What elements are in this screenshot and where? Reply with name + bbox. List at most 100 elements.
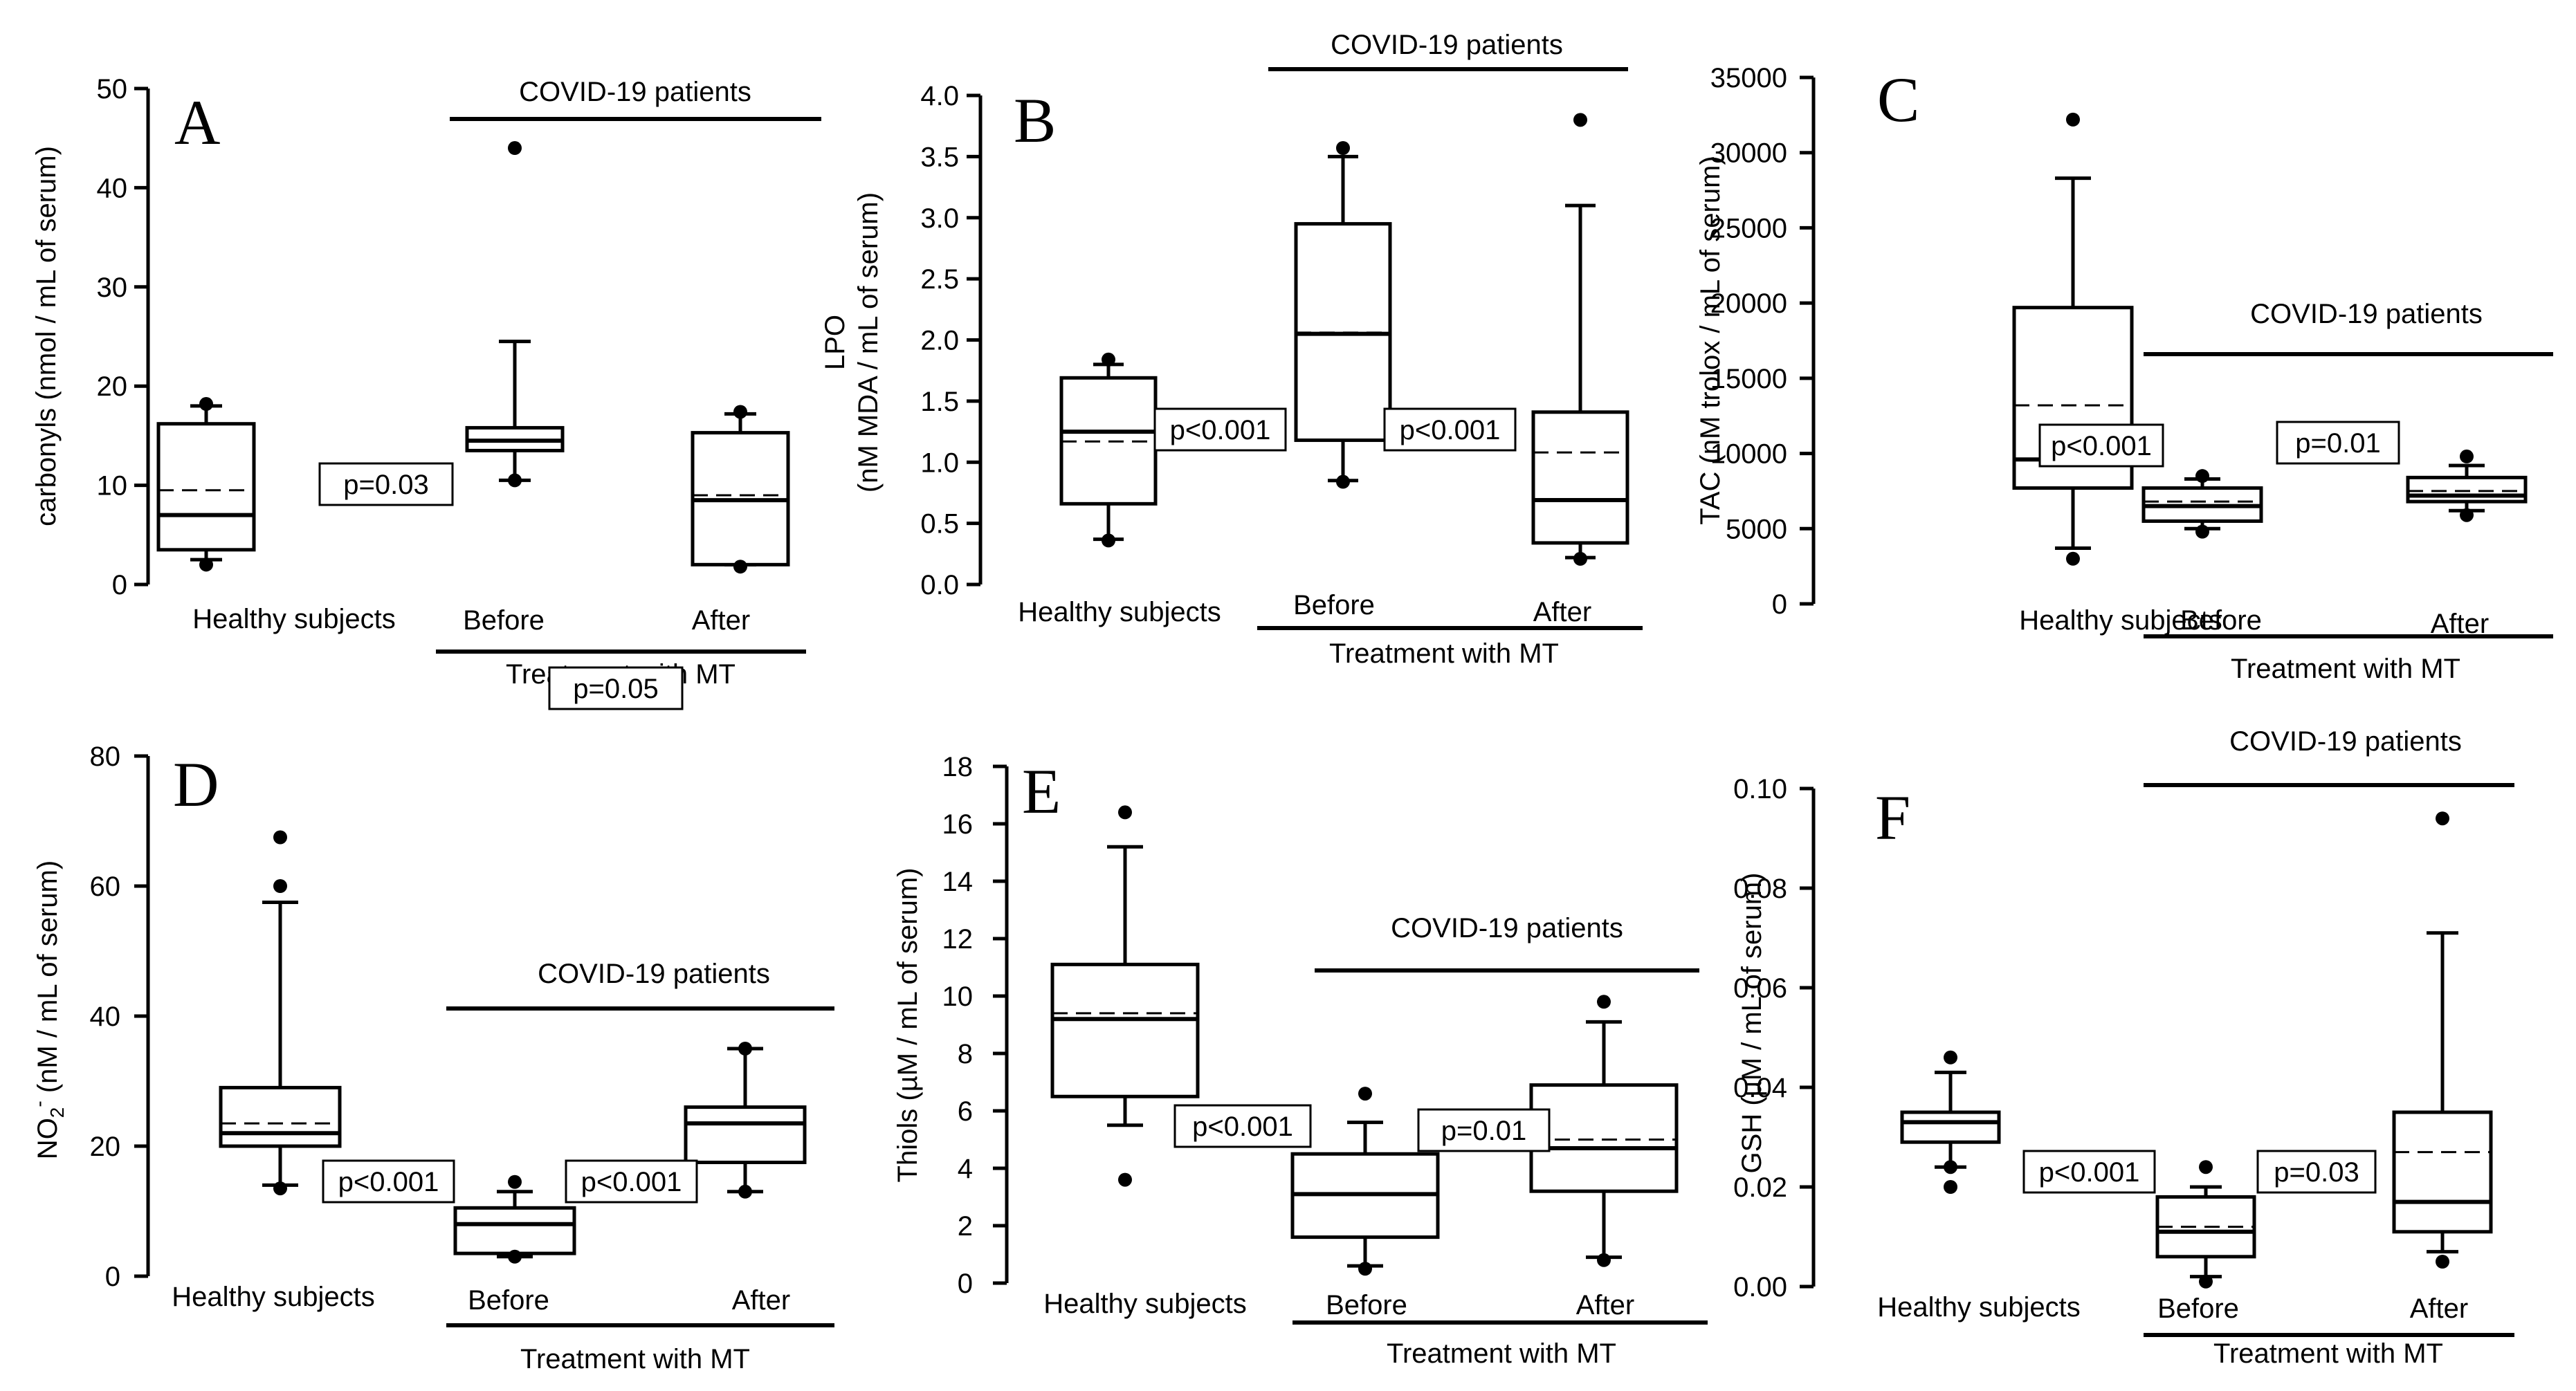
y-tick-label: 0 bbox=[112, 570, 127, 600]
panel-letter: D bbox=[173, 749, 219, 820]
outlier-point bbox=[2199, 1160, 2213, 1174]
category-label: Healthy subjects bbox=[1043, 1289, 1246, 1319]
outlier-point bbox=[738, 1042, 752, 1056]
p-value-box bbox=[1153, 407, 1287, 452]
category-label: Healthy subjects bbox=[172, 1282, 374, 1312]
y-axis-label-main: NO bbox=[33, 1118, 63, 1159]
p-value-text: p<0.001 bbox=[1170, 415, 1271, 445]
outlier-point bbox=[1336, 141, 1350, 156]
y-tick-label: 40 bbox=[97, 173, 128, 203]
y-tick-label: 0.08 bbox=[1733, 874, 1787, 904]
y-tick-label: 2 bbox=[958, 1211, 973, 1242]
outlier-point bbox=[508, 1249, 522, 1264]
y-axis-label-sub: 2 bbox=[46, 1107, 68, 1118]
outlier-point bbox=[2460, 508, 2474, 522]
y-tick-label: 20 bbox=[90, 1132, 121, 1162]
y-tick-label: 2.5 bbox=[920, 264, 959, 295]
p-value-annotation: p=0.03 bbox=[2256, 1150, 2377, 1194]
category-label: Healthy subjects bbox=[1018, 597, 1221, 627]
box-after bbox=[691, 405, 790, 574]
p-value-text: p<0.001 bbox=[2051, 431, 2152, 461]
p-value-annotation: p<0.001 bbox=[1173, 1104, 1312, 1148]
y-tick-label: 0.06 bbox=[1733, 973, 1787, 1004]
box-iqr bbox=[1529, 1083, 1679, 1193]
y-tick-label: 40 bbox=[90, 1002, 121, 1032]
box-after bbox=[2406, 449, 2528, 522]
panel-letter: C bbox=[1877, 64, 1919, 135]
y-tick-label: 0.5 bbox=[920, 509, 959, 540]
panel-C: 0 5000 10000 15000 20000 25000 30000 35000 C TAC … bbox=[1695, 63, 2553, 684]
y-tick-label: 60 bbox=[90, 872, 121, 902]
box-iqr bbox=[1531, 410, 1629, 545]
p-value-text: p=0.03 bbox=[343, 470, 428, 500]
p-value-annotation: p=0.01 bbox=[1417, 1108, 1551, 1152]
outlier-point bbox=[2195, 469, 2209, 483]
category-label: Healthy subjects bbox=[1877, 1292, 2080, 1323]
outlier-point bbox=[1944, 1160, 1957, 1174]
y-axis-label: carbonyls (nmol / mL of serum) bbox=[31, 146, 62, 526]
panel-B: 0.0 0.5 1.0 1.5 2.0 2.5 3.0 3.5 4.0 B LPO (nM MDA /… bbox=[820, 30, 1643, 669]
p-value-box bbox=[1417, 1108, 1551, 1152]
y-tick-label: 0.02 bbox=[1733, 1172, 1787, 1203]
treatment-label: Treatment with MT bbox=[1329, 638, 1559, 669]
group-label: COVID-19 patients bbox=[2229, 726, 2462, 757]
panel-letter: F bbox=[1875, 782, 1910, 853]
outlier-point bbox=[273, 1181, 287, 1196]
box-iqr bbox=[2392, 1110, 2493, 1234]
y-tick-label: 16 bbox=[942, 809, 974, 840]
p-value-annotation: p<0.001 bbox=[565, 1159, 698, 1204]
outlier-point bbox=[199, 397, 213, 412]
y-tick-label: 0.10 bbox=[1733, 774, 1787, 804]
box-iqr bbox=[684, 1105, 807, 1164]
category-label: Before bbox=[468, 1285, 549, 1316]
panel-E: 0 2 4 6 8 10 12 14 16 18 E Thiols (µM / mL of serum… bbox=[893, 752, 1708, 1369]
p-value-box bbox=[1173, 1104, 1312, 1148]
p-value-box bbox=[2276, 421, 2400, 465]
y-tick-label: 1.0 bbox=[920, 448, 959, 478]
p-value-box bbox=[565, 1159, 698, 1204]
outlier-point bbox=[2195, 524, 2209, 539]
y-tick-label: 10 bbox=[942, 982, 974, 1012]
outlier-point bbox=[738, 1184, 752, 1199]
box-iqr bbox=[219, 1085, 342, 1148]
p-value-text: p=0.03 bbox=[2274, 1157, 2359, 1188]
y-tick-label: 6 bbox=[958, 1096, 973, 1127]
y-tick-label: 0.00 bbox=[1733, 1272, 1787, 1302]
p-value-annotation: p<0.001 bbox=[1153, 407, 1287, 452]
p-value-annotation: p<0.001 bbox=[2038, 423, 2164, 468]
category-label: Before bbox=[1293, 590, 1375, 620]
box-iqr bbox=[156, 422, 256, 552]
y-tick-label: 20000 bbox=[1710, 288, 1787, 319]
p-value-text: p<0.001 bbox=[581, 1167, 682, 1197]
y-tick-label: 4 bbox=[958, 1154, 973, 1184]
box-before bbox=[1290, 1087, 1440, 1276]
y-tick-label: 0 bbox=[958, 1269, 973, 1299]
outlier-point bbox=[1358, 1262, 1372, 1276]
p-value-text: p=0.01 bbox=[2295, 428, 2380, 459]
y-axis-label: TAC (nM trolox / mL of serum) bbox=[1695, 156, 1726, 524]
y-tick-label: 0 bbox=[105, 1262, 120, 1292]
box-after bbox=[684, 1042, 807, 1199]
p-value-annotation: p=0.01 bbox=[2276, 421, 2400, 465]
box-iqr bbox=[453, 1206, 576, 1255]
category-label: After bbox=[2410, 1293, 2468, 1324]
treatment-label: Treatment with MT bbox=[520, 1344, 750, 1374]
y-tick-label: 35000 bbox=[1710, 63, 1787, 93]
y-tick-label: 3.0 bbox=[920, 203, 959, 234]
box-healthy-subjects bbox=[2012, 112, 2134, 566]
panel-letter: B bbox=[1014, 85, 1056, 156]
p-value-annotation: p=0.03 bbox=[318, 462, 454, 506]
outlier-point bbox=[1573, 551, 1587, 566]
y-tick-label: 14 bbox=[942, 867, 974, 897]
box-iqr bbox=[2406, 475, 2528, 504]
y-tick-label: 0.04 bbox=[1733, 1073, 1787, 1103]
p-value-annotation: p<0.001 bbox=[1383, 407, 1517, 452]
panel-D: 0 20 40 60 80 D NO2- (nM / mL of serum) COVID-1… bbox=[28, 741, 834, 1374]
y-tick-label: 30 bbox=[97, 273, 128, 303]
box-before bbox=[1294, 141, 1392, 489]
y-axis-label-sup: - bbox=[28, 1100, 50, 1107]
y-tick-label: 5000 bbox=[1726, 514, 1787, 544]
p-value-annotation: p=0.05 bbox=[548, 666, 684, 710]
y-tick-label: 4.0 bbox=[920, 81, 959, 111]
